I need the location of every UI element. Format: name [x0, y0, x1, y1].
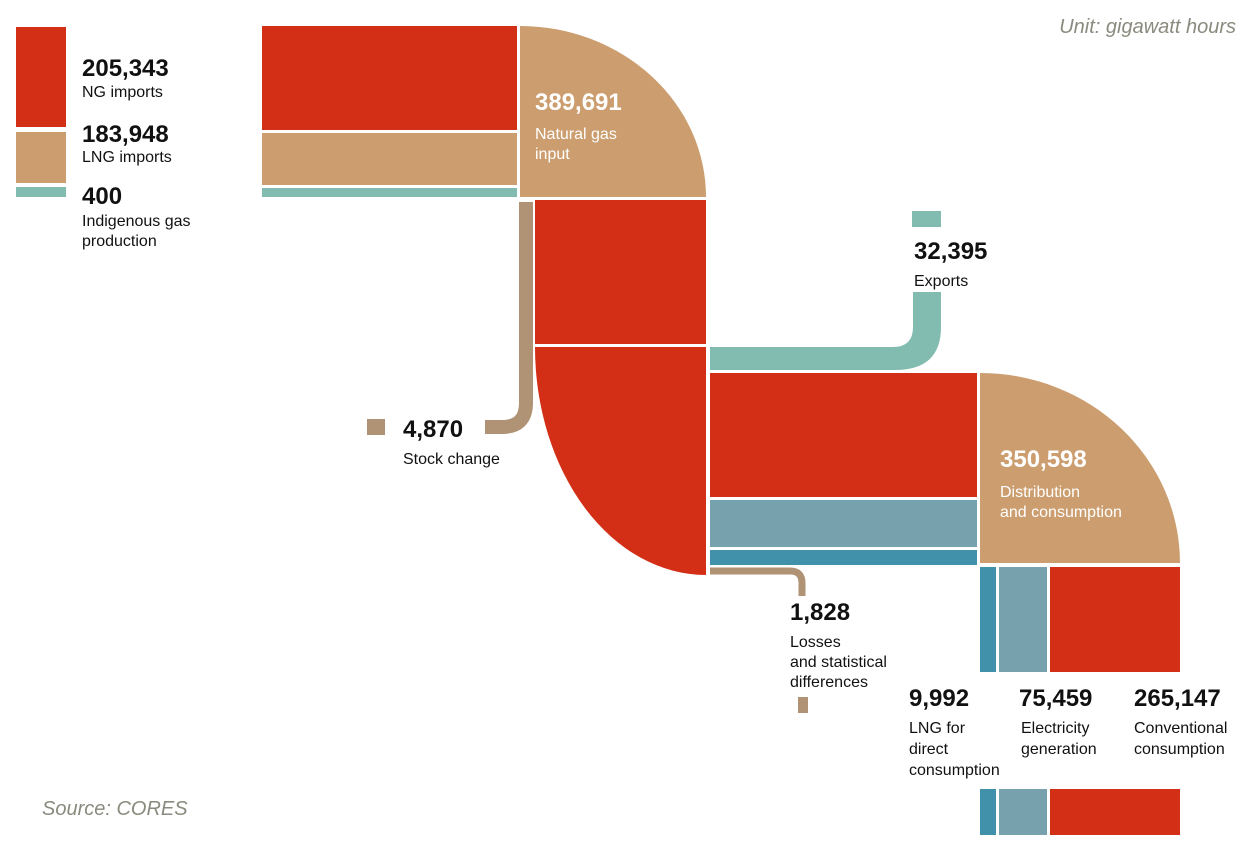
electricity-label-1: Electricity — [1021, 720, 1089, 737]
main-flow-upper — [535, 200, 706, 344]
distribution-node — [980, 373, 1180, 563]
conventional-label-2: consumption — [1134, 741, 1225, 758]
losses-label-2: and statistical — [790, 654, 887, 671]
electricity-flow — [710, 500, 977, 547]
main-flow-bend — [535, 347, 706, 575]
indigenous-flow — [262, 188, 517, 197]
lng-imports-value: 183,948 — [82, 121, 169, 148]
ng-imports-label: NG imports — [82, 84, 163, 101]
conventional-value: 265,147 — [1134, 685, 1221, 712]
natural-gas-input-label-1: Natural gas — [535, 126, 617, 143]
natural-gas-input-value: 389,691 — [535, 89, 622, 116]
ng-imports-value: 205,343 — [82, 55, 169, 82]
distribution-label-1: Distribution — [1000, 484, 1080, 501]
losses-value: 1,828 — [790, 599, 850, 626]
natural-gas-input-label-2: input — [535, 146, 570, 163]
lng-direct-label-1: LNG for — [909, 720, 966, 737]
lng-imports-swatch — [16, 132, 66, 183]
losses-flow — [710, 567, 806, 596]
conventional-swatch — [1050, 789, 1180, 835]
indigenous-label-1: Indigenous gas — [82, 213, 191, 230]
stock-change-label: Stock change — [403, 451, 500, 468]
conventional-label-1: Conventional — [1134, 720, 1227, 737]
exports-label: Exports — [914, 273, 968, 290]
distribution-value: 350,598 — [1000, 446, 1087, 473]
losses-swatch — [798, 697, 808, 713]
lng-direct-flow — [710, 550, 977, 565]
stock-change-value: 4,870 — [403, 416, 463, 443]
unit-note: Unit: gigawatt hours — [1059, 16, 1236, 38]
ng-imports-swatch — [16, 27, 66, 127]
natural-gas-input-node — [520, 26, 706, 197]
lng-direct-swatch — [980, 789, 996, 835]
lng-imports-label: LNG imports — [82, 149, 172, 166]
lng-direct-value: 9,992 — [909, 685, 969, 712]
electricity-label-2: generation — [1021, 741, 1097, 758]
ng-imports-flow — [262, 26, 517, 130]
electricity-swatch — [999, 789, 1047, 835]
lng-direct-label-2: direct — [909, 741, 949, 758]
electricity-value: 75,459 — [1019, 685, 1092, 712]
indigenous-swatch — [16, 187, 66, 197]
exports-value: 32,395 — [914, 238, 987, 265]
stock-change-swatch — [367, 419, 385, 435]
electricity-output — [999, 567, 1047, 672]
exports-swatch — [912, 211, 941, 227]
distribution-label-2: and consumption — [1000, 504, 1122, 521]
indigenous-label-2: production — [82, 233, 157, 250]
lng-imports-flow — [262, 133, 517, 185]
conventional-flow — [710, 373, 977, 497]
exports-flow — [710, 292, 941, 370]
source-note: Source: CORES — [42, 798, 188, 820]
losses-label-1: Losses — [790, 634, 841, 651]
losses-label-3: differences — [790, 674, 868, 691]
lng-direct-output — [980, 567, 996, 672]
indigenous-value: 400 — [82, 183, 122, 210]
lng-direct-label-3: consumption — [909, 762, 1000, 779]
stock-change-flow — [485, 202, 533, 434]
conventional-output — [1050, 567, 1180, 672]
